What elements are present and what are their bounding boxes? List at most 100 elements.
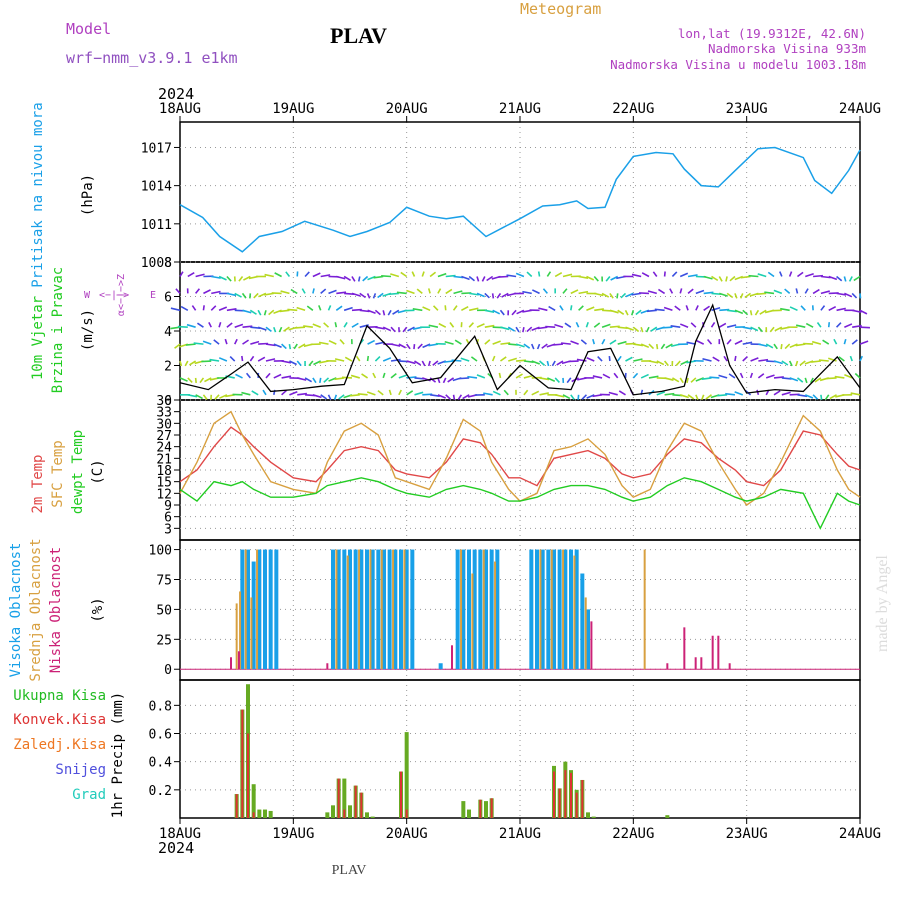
total-precip-bar bbox=[467, 809, 471, 818]
wind-arrow bbox=[759, 309, 767, 315]
wind-arrow bbox=[293, 343, 298, 350]
wind-arrow bbox=[575, 321, 580, 328]
model-elevation-label: Nadmorska Visina u modelu 1003.18m bbox=[610, 57, 866, 72]
mid-cloud-bar bbox=[239, 591, 242, 670]
wind-arrow bbox=[820, 290, 830, 295]
wind-arrow bbox=[705, 394, 712, 400]
wind-arrow bbox=[854, 372, 861, 379]
wind-arrow bbox=[781, 360, 789, 366]
wind-arrow bbox=[437, 394, 447, 399]
wind-arrow bbox=[609, 325, 620, 329]
wind-arrow bbox=[367, 339, 376, 345]
wind-arrow bbox=[719, 292, 728, 297]
wind-arrow bbox=[189, 360, 197, 366]
temp-ylabel-2m: 2m Temp bbox=[30, 454, 46, 513]
total-precip-bar bbox=[484, 801, 488, 818]
high-cloud-bar bbox=[574, 549, 579, 670]
wind-arrow bbox=[334, 358, 345, 362]
wind-arrow bbox=[328, 339, 337, 345]
conv-precip-bar bbox=[400, 771, 402, 818]
wind-arrow bbox=[195, 273, 205, 278]
wind-arrow bbox=[702, 358, 712, 362]
x-tick-label: 20AUG bbox=[386, 826, 428, 842]
mid-cloud-bar bbox=[335, 549, 338, 670]
wind-arrow bbox=[218, 322, 222, 328]
wind-arrow bbox=[647, 290, 657, 295]
wind-arrow bbox=[350, 374, 360, 379]
wind-arrow bbox=[406, 390, 414, 396]
wind-arrow bbox=[554, 394, 565, 398]
wind-arrow bbox=[812, 288, 820, 295]
wind-arrow bbox=[279, 309, 290, 313]
conv-precip-bar bbox=[343, 809, 346, 818]
high-cloud-bar bbox=[404, 549, 409, 670]
wind-arrow bbox=[339, 339, 345, 345]
wind-arrow bbox=[297, 392, 308, 396]
wind-arrow bbox=[382, 326, 391, 332]
wind-arrow bbox=[795, 324, 806, 328]
wind-arrow bbox=[675, 360, 681, 367]
wind-arrow bbox=[548, 305, 556, 311]
wind-arrow bbox=[186, 323, 196, 328]
wind-arrow bbox=[416, 288, 423, 295]
wind-arrow bbox=[344, 356, 353, 362]
wind-arrow bbox=[498, 372, 502, 379]
high-cloud-bar bbox=[495, 549, 500, 670]
wind-arrow bbox=[756, 292, 767, 295]
mid-cloud-bar bbox=[482, 549, 485, 670]
wind-arrow bbox=[199, 377, 205, 384]
wind-arrow bbox=[750, 357, 759, 362]
y-tick-label: 0 bbox=[164, 663, 172, 678]
y-tick-label: 9 bbox=[164, 499, 172, 514]
wind-arrow bbox=[484, 339, 491, 345]
wind-arrow bbox=[728, 373, 736, 379]
wind-arrow bbox=[336, 275, 346, 280]
temp-unit: (C) bbox=[90, 459, 106, 484]
wind-arrow bbox=[283, 326, 290, 332]
mid-cloud-bar bbox=[460, 549, 463, 670]
conv-precip-bar bbox=[575, 792, 578, 818]
total-precip-bar bbox=[331, 805, 335, 818]
mid-cloud-bar bbox=[369, 549, 372, 670]
wind-arrow bbox=[780, 307, 790, 312]
wind-arrow bbox=[366, 355, 370, 362]
wind-arrow bbox=[414, 391, 424, 396]
wind-arrow bbox=[430, 394, 440, 397]
wind-arrow bbox=[618, 390, 626, 396]
wind-arrow bbox=[476, 374, 486, 379]
wind-arrow bbox=[609, 339, 617, 345]
wind-arrow bbox=[797, 394, 808, 398]
wind-arrow bbox=[656, 391, 666, 396]
wind-arrow bbox=[578, 305, 584, 311]
wind-arrow bbox=[273, 343, 282, 348]
wind-arrow bbox=[468, 322, 475, 328]
wind-arrow bbox=[727, 309, 737, 313]
wind-compass-w: W bbox=[84, 290, 91, 301]
wind-arrow bbox=[585, 322, 589, 328]
total-precip-bar bbox=[591, 816, 596, 818]
pressure-ylabel: Pritisak na nivou mora bbox=[30, 102, 46, 287]
wind-arrow bbox=[312, 272, 321, 278]
wind-arrow bbox=[486, 275, 494, 282]
wind-arrow bbox=[351, 276, 356, 282]
wind-arrow bbox=[500, 342, 511, 345]
footer-station: PLAV bbox=[332, 863, 367, 878]
precip-ylabel: 1hr Precip (mm) bbox=[110, 692, 126, 818]
wind-arrow bbox=[170, 307, 181, 312]
high-cloud-bar bbox=[268, 549, 273, 670]
wind-arrow bbox=[828, 275, 838, 281]
wind-arrow bbox=[788, 360, 793, 367]
wind-compass-ns: α<−|−>Z bbox=[116, 274, 127, 316]
wind-arrow bbox=[836, 292, 847, 296]
wind-arrow bbox=[545, 325, 556, 329]
wind-arrow bbox=[273, 326, 277, 333]
wind-arrow bbox=[390, 373, 397, 379]
elevation-label: Nadmorska Visina 933m bbox=[708, 41, 866, 56]
wind-arrow bbox=[328, 289, 337, 295]
wind-arrow bbox=[530, 343, 535, 350]
wind-arrow bbox=[723, 355, 728, 362]
wind-arrow bbox=[531, 289, 540, 295]
wind-arrow bbox=[597, 355, 603, 362]
y-tick-label: 25 bbox=[156, 633, 172, 648]
wind-arrow bbox=[551, 360, 556, 367]
